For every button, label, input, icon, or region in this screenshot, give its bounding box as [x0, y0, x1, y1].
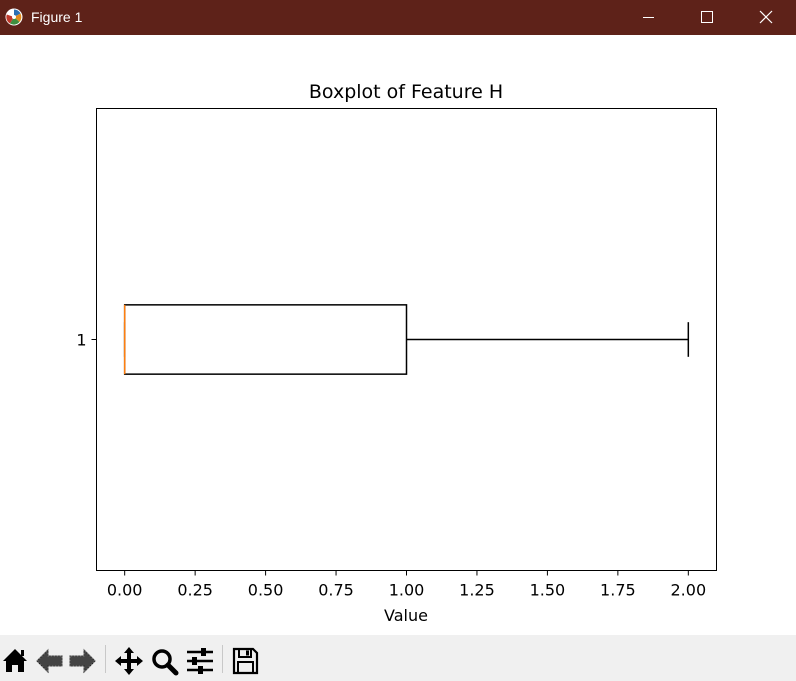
x-tick-label: 0.50	[248, 581, 284, 600]
maximize-icon	[701, 11, 713, 23]
window-titlebar: Figure 1	[0, 0, 796, 35]
zoom-icon	[152, 649, 179, 676]
x-tick-label: 0.75	[318, 581, 354, 600]
minimize-button[interactable]	[620, 0, 678, 35]
maximize-button[interactable]	[678, 0, 736, 35]
navigation-toolbar	[0, 635, 796, 681]
figure-canvas: Boxplot of Feature H 0.00 0.25 0.50 0.75 1.0…	[0, 35, 796, 635]
pan-button[interactable]	[113, 635, 145, 681]
x-tick-label: 1.50	[530, 581, 566, 600]
chart-title: Boxplot of Feature H	[309, 81, 503, 103]
x-tick-label: 2.00	[671, 581, 707, 600]
x-tick-label: 1.00	[389, 581, 425, 600]
forward-icon	[69, 648, 96, 674]
toolbar-separator	[105, 645, 106, 673]
zoom-button[interactable]	[149, 635, 181, 681]
home-button[interactable]	[0, 635, 32, 681]
pan-icon	[115, 647, 143, 675]
forward-button[interactable]	[66, 635, 98, 681]
x-tick-label: 1.75	[600, 581, 636, 600]
boxplot-chart: Boxplot of Feature H 0.00 0.25 0.50 0.75 1.0…	[76, 81, 717, 625]
x-axis-label: Value	[384, 606, 428, 625]
save-icon	[232, 647, 259, 675]
back-icon	[36, 648, 63, 674]
save-button[interactable]	[229, 635, 261, 681]
close-icon	[759, 10, 773, 24]
home-icon	[3, 649, 27, 672]
y-tick-label: 1	[76, 331, 86, 350]
configure-subplots-button[interactable]	[184, 635, 216, 681]
box-iqr	[123, 304, 408, 375]
window-title: Figure 1	[31, 9, 83, 25]
toolbar-separator	[222, 645, 223, 673]
matplotlib-logo-icon	[5, 8, 23, 26]
minimize-icon	[643, 17, 654, 18]
back-button[interactable]	[34, 635, 66, 681]
x-tick-label: 0.00	[107, 581, 143, 600]
close-button[interactable]	[737, 0, 795, 35]
x-tick-label: 1.25	[459, 581, 495, 600]
configure-subplots-icon	[187, 648, 213, 674]
x-tick-label: 0.25	[177, 581, 213, 600]
